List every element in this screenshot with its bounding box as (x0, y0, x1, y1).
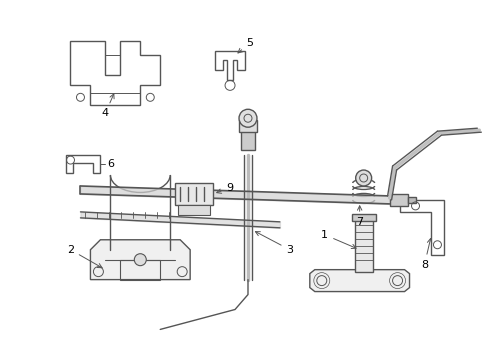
Bar (241, 130, 255, 150)
Text: 9: 9 (217, 183, 234, 193)
Text: 3: 3 (255, 231, 294, 255)
Circle shape (134, 254, 147, 266)
Polygon shape (71, 41, 160, 105)
Bar (239, 120, 257, 132)
Polygon shape (215, 50, 245, 80)
Text: 4: 4 (102, 94, 114, 118)
Text: 6: 6 (107, 159, 114, 169)
Polygon shape (66, 155, 100, 173)
Bar (352, 214, 376, 221)
Text: 1: 1 (321, 230, 356, 248)
Polygon shape (399, 200, 444, 255)
Text: 7: 7 (356, 206, 363, 227)
Bar (175, 183, 213, 205)
Bar (355, 220, 372, 272)
Text: 2: 2 (67, 245, 102, 268)
Bar (390, 194, 408, 206)
Polygon shape (310, 270, 410, 292)
Polygon shape (91, 240, 190, 280)
Bar (408, 197, 416, 203)
Circle shape (239, 109, 257, 127)
Text: 5: 5 (238, 37, 253, 53)
Circle shape (356, 170, 371, 186)
Text: 8: 8 (421, 239, 432, 270)
Bar (178, 205, 210, 215)
Bar (121, 260, 160, 280)
